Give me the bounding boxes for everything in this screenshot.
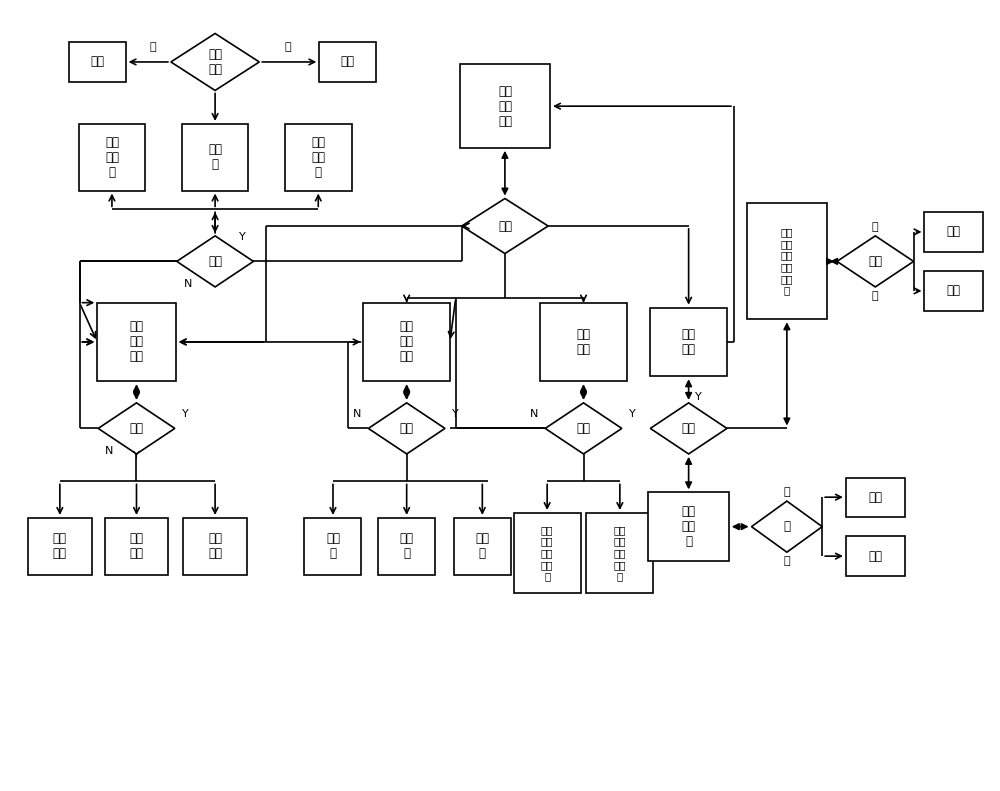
Text: 红外
测温
仪: 红外 测温 仪 [311, 136, 325, 179]
Text: 调节: 调节 [577, 422, 591, 435]
Text: 摄像
机: 摄像 机 [208, 143, 222, 172]
Text: 同步
控制
单元: 同步 控制 单元 [498, 85, 512, 127]
Text: Y: Y [629, 409, 636, 418]
FancyBboxPatch shape [378, 518, 435, 575]
Text: 助燃
气体
电磁
流量
计: 助燃 气体 电磁 流量 计 [614, 525, 626, 581]
Polygon shape [837, 236, 914, 287]
Text: 底: 底 [150, 42, 157, 52]
FancyBboxPatch shape [586, 513, 653, 593]
FancyBboxPatch shape [79, 124, 145, 191]
Text: 力加
载装
置: 力加 载装 置 [682, 505, 696, 548]
FancyBboxPatch shape [514, 513, 581, 593]
FancyBboxPatch shape [97, 303, 176, 381]
Text: 增大: 增大 [947, 225, 961, 238]
Text: 图像
处理
单元: 图像 处理 单元 [400, 320, 414, 363]
Polygon shape [98, 403, 175, 454]
Text: 光点
温度: 光点 温度 [53, 532, 67, 560]
FancyBboxPatch shape [69, 42, 126, 81]
Polygon shape [752, 501, 822, 552]
Polygon shape [368, 403, 445, 454]
Text: Y: Y [133, 451, 140, 461]
Text: N: N [353, 409, 362, 418]
Text: 可燃
气体
电磁
流量
计: 可燃 气体 电磁 流量 计 [541, 525, 553, 581]
Text: 加时: 加时 [90, 55, 104, 69]
Text: Y: Y [695, 392, 702, 402]
Text: 减小: 减小 [947, 285, 961, 297]
FancyBboxPatch shape [846, 478, 905, 517]
FancyBboxPatch shape [924, 271, 983, 311]
FancyBboxPatch shape [460, 64, 550, 148]
Text: 低: 低 [872, 222, 879, 232]
Text: 标定
图像: 标定 图像 [208, 532, 222, 560]
Text: 燃料
装置: 燃料 装置 [577, 328, 591, 356]
FancyBboxPatch shape [363, 303, 450, 381]
Text: 调节: 调节 [682, 422, 696, 435]
FancyBboxPatch shape [648, 492, 729, 561]
FancyBboxPatch shape [540, 303, 627, 381]
Polygon shape [171, 33, 259, 90]
Text: 启动: 启动 [498, 220, 512, 233]
Polygon shape [545, 403, 622, 454]
FancyBboxPatch shape [183, 518, 247, 575]
FancyBboxPatch shape [285, 124, 352, 191]
FancyBboxPatch shape [182, 124, 248, 191]
FancyBboxPatch shape [924, 212, 983, 252]
Text: 曝光
时间: 曝光 时间 [208, 48, 222, 76]
Text: 图像
采集
单元: 图像 采集 单元 [129, 320, 143, 363]
FancyBboxPatch shape [846, 536, 905, 576]
Polygon shape [650, 403, 727, 454]
Text: Y: Y [239, 232, 246, 242]
FancyBboxPatch shape [304, 518, 361, 575]
Polygon shape [177, 236, 253, 287]
FancyBboxPatch shape [650, 308, 727, 377]
Text: 温度
场: 温度 场 [326, 532, 340, 560]
Text: 减时: 减时 [341, 55, 355, 69]
Text: 采集: 采集 [129, 422, 143, 435]
Text: 小: 小 [784, 487, 790, 498]
Text: 加载
平台: 加载 平台 [682, 328, 696, 356]
Text: Y: Y [182, 409, 189, 418]
Text: 力: 力 [783, 520, 790, 533]
FancyBboxPatch shape [319, 42, 376, 81]
Text: N: N [105, 446, 113, 456]
Text: N: N [530, 409, 539, 418]
FancyBboxPatch shape [28, 518, 92, 575]
FancyBboxPatch shape [454, 518, 511, 575]
Text: Y: Y [452, 409, 459, 418]
Text: 调节: 调节 [208, 255, 222, 268]
Text: 测量: 测量 [400, 422, 414, 435]
Text: 流量: 流量 [868, 255, 882, 268]
FancyBboxPatch shape [105, 518, 168, 575]
Text: 高: 高 [284, 42, 291, 52]
Text: 应变
场: 应变 场 [400, 532, 414, 560]
Text: 减力: 减力 [868, 550, 882, 562]
Text: N: N [183, 279, 192, 289]
FancyBboxPatch shape [747, 203, 827, 320]
Text: 大: 大 [784, 556, 790, 566]
Text: 高温
补光
灯: 高温 补光 灯 [105, 136, 119, 179]
Text: 位移
场: 位移 场 [475, 532, 489, 560]
Text: 加力: 加力 [868, 490, 882, 504]
Text: 第三
智能
电磁
气体
流量
计: 第三 智能 电磁 气体 流量 计 [781, 227, 793, 295]
Text: 试件
图像: 试件 图像 [129, 532, 143, 560]
Polygon shape [462, 199, 548, 254]
Text: 高: 高 [872, 291, 879, 301]
